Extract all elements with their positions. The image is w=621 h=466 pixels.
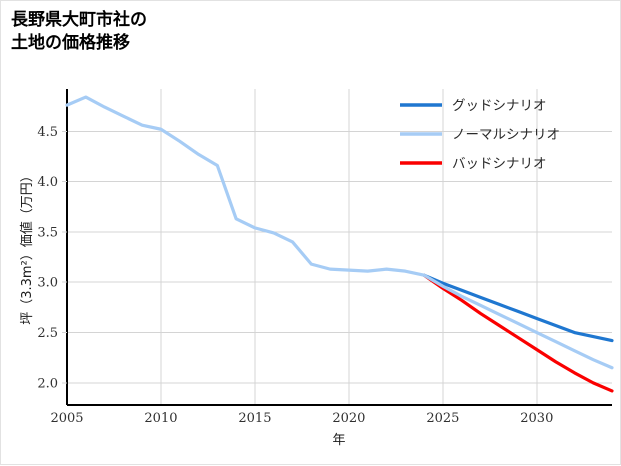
- x-tick-label: 2010: [144, 411, 177, 426]
- legend-label-ノーマルシナリオ: ノーマルシナリオ: [452, 127, 560, 143]
- series-group: [65, 95, 614, 393]
- y-tick-label: 2.0: [37, 376, 58, 391]
- y-tick-label: 3.5: [37, 225, 58, 240]
- y-axis-label: 坪（3.3m²）価値（万円）: [19, 169, 35, 325]
- page-title: 長野県大町市社の 土地の価格推移: [11, 10, 147, 52]
- x-tick-label: 2025: [426, 411, 459, 426]
- y-tick-label: 4.5: [37, 125, 58, 140]
- y-tick-label: 2.5: [37, 326, 58, 341]
- x-tick-label: 2005: [50, 411, 83, 426]
- series-line-グッドシナリオ: [422, 273, 614, 343]
- legend-label-グッドシナリオ: グッドシナリオ: [452, 98, 547, 114]
- x-tick-label: 2030: [520, 411, 553, 426]
- x-tick-label: 2020: [332, 411, 365, 426]
- series-line-バッドシナリオ: [422, 273, 614, 393]
- y-tick-label: 4.0: [37, 175, 58, 190]
- x-tick-label: 2015: [238, 411, 271, 426]
- y-tick-labels: 2.0 2.5 3.0 3.5 4.0 4.5: [37, 125, 67, 391]
- x-tick-labels: 2005 2010 2015 2020 2025 2030: [50, 411, 553, 426]
- x-axis-label: 年: [332, 433, 345, 448]
- series-line-ノーマルシナリオ: [65, 95, 614, 370]
- legend-label-バッドシナリオ: バッドシナリオ: [452, 156, 547, 172]
- y-tick-label: 3.0: [37, 276, 58, 291]
- axis-spines-group: [65, 89, 612, 407]
